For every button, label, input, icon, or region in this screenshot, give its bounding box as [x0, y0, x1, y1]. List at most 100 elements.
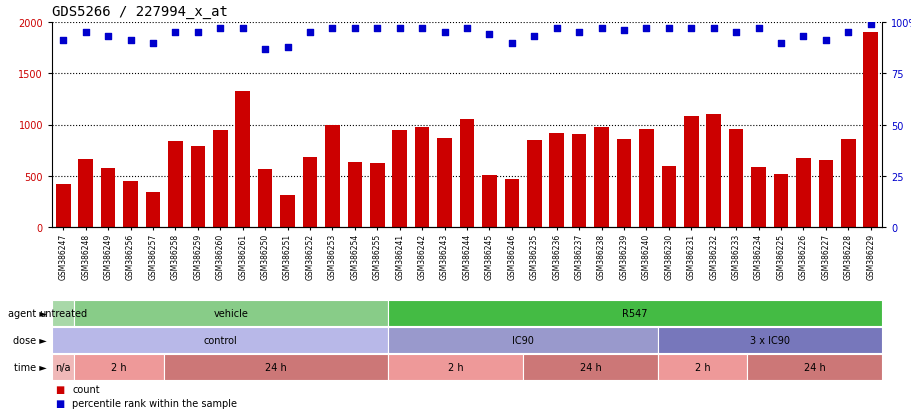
- Point: [280, 44, 294, 51]
- Bar: [504, 179, 518, 228]
- Bar: [388, 327, 657, 353]
- Text: untreated: untreated: [39, 308, 87, 318]
- Bar: [190, 147, 205, 228]
- Bar: [75, 300, 388, 326]
- Bar: [388, 300, 881, 326]
- Bar: [840, 140, 855, 228]
- Point: [594, 26, 609, 32]
- Bar: [657, 327, 881, 353]
- Point: [482, 32, 496, 38]
- Bar: [660, 166, 675, 228]
- Point: [728, 30, 742, 36]
- Text: ■: ■: [55, 384, 64, 394]
- Point: [392, 26, 406, 32]
- Bar: [751, 168, 765, 228]
- Text: 24 h: 24 h: [578, 362, 600, 372]
- Point: [863, 22, 877, 28]
- Point: [212, 26, 227, 32]
- Point: [436, 30, 451, 36]
- Point: [415, 26, 429, 32]
- Point: [751, 26, 765, 32]
- Text: 24 h: 24 h: [265, 362, 287, 372]
- Bar: [773, 174, 787, 228]
- Bar: [706, 115, 721, 228]
- Point: [324, 26, 339, 32]
- Bar: [728, 129, 742, 228]
- Bar: [795, 159, 810, 228]
- Bar: [548, 133, 563, 228]
- Point: [56, 38, 70, 45]
- Point: [706, 26, 721, 32]
- Bar: [123, 181, 138, 228]
- Bar: [370, 164, 384, 228]
- Point: [773, 40, 787, 47]
- Text: 24 h: 24 h: [803, 362, 824, 372]
- Text: ■: ■: [55, 399, 64, 408]
- Bar: [683, 117, 698, 228]
- Point: [190, 30, 205, 36]
- Bar: [818, 161, 833, 228]
- Point: [302, 30, 317, 36]
- Bar: [415, 127, 429, 228]
- Point: [527, 34, 541, 40]
- Bar: [388, 354, 523, 380]
- Point: [840, 30, 855, 36]
- Bar: [75, 354, 164, 380]
- Bar: [571, 134, 586, 228]
- Bar: [280, 196, 294, 228]
- Point: [347, 26, 362, 32]
- Point: [101, 34, 116, 40]
- Bar: [657, 354, 747, 380]
- Text: R547: R547: [622, 308, 648, 318]
- Point: [639, 26, 653, 32]
- Bar: [52, 327, 388, 353]
- Point: [818, 38, 833, 45]
- Bar: [347, 163, 362, 228]
- Point: [571, 30, 586, 36]
- Bar: [747, 354, 881, 380]
- Bar: [52, 300, 75, 326]
- Text: vehicle: vehicle: [214, 308, 249, 318]
- Bar: [164, 354, 388, 380]
- Point: [168, 30, 182, 36]
- Bar: [324, 125, 339, 228]
- Text: 2 h: 2 h: [111, 362, 127, 372]
- Point: [660, 26, 675, 32]
- Text: control: control: [203, 335, 237, 345]
- Bar: [616, 140, 630, 228]
- Point: [78, 30, 93, 36]
- Bar: [594, 128, 609, 228]
- Bar: [52, 354, 75, 380]
- Bar: [436, 138, 451, 228]
- Point: [548, 26, 563, 32]
- Text: GDS5266 / 227994_x_at: GDS5266 / 227994_x_at: [52, 5, 228, 19]
- Text: percentile rank within the sample: percentile rank within the sample: [72, 399, 237, 408]
- Point: [504, 40, 518, 47]
- Point: [370, 26, 384, 32]
- Point: [258, 46, 272, 53]
- Point: [795, 34, 810, 40]
- Bar: [258, 169, 272, 228]
- Text: 3 x IC90: 3 x IC90: [749, 335, 789, 345]
- Point: [459, 26, 474, 32]
- Bar: [392, 131, 406, 228]
- Point: [683, 26, 698, 32]
- Point: [123, 38, 138, 45]
- Text: dose ►: dose ►: [13, 335, 46, 345]
- Bar: [235, 91, 250, 228]
- Point: [616, 28, 630, 34]
- Text: n/a: n/a: [56, 362, 71, 372]
- Bar: [168, 142, 182, 228]
- Point: [235, 26, 250, 32]
- Bar: [459, 120, 474, 228]
- Text: IC90: IC90: [512, 335, 534, 345]
- Text: agent ►: agent ►: [7, 308, 46, 318]
- Bar: [302, 158, 317, 228]
- Bar: [101, 168, 116, 228]
- Text: 2 h: 2 h: [694, 362, 710, 372]
- Bar: [78, 160, 93, 228]
- Bar: [863, 33, 877, 228]
- Bar: [56, 185, 70, 228]
- Bar: [639, 129, 653, 228]
- Bar: [146, 193, 160, 228]
